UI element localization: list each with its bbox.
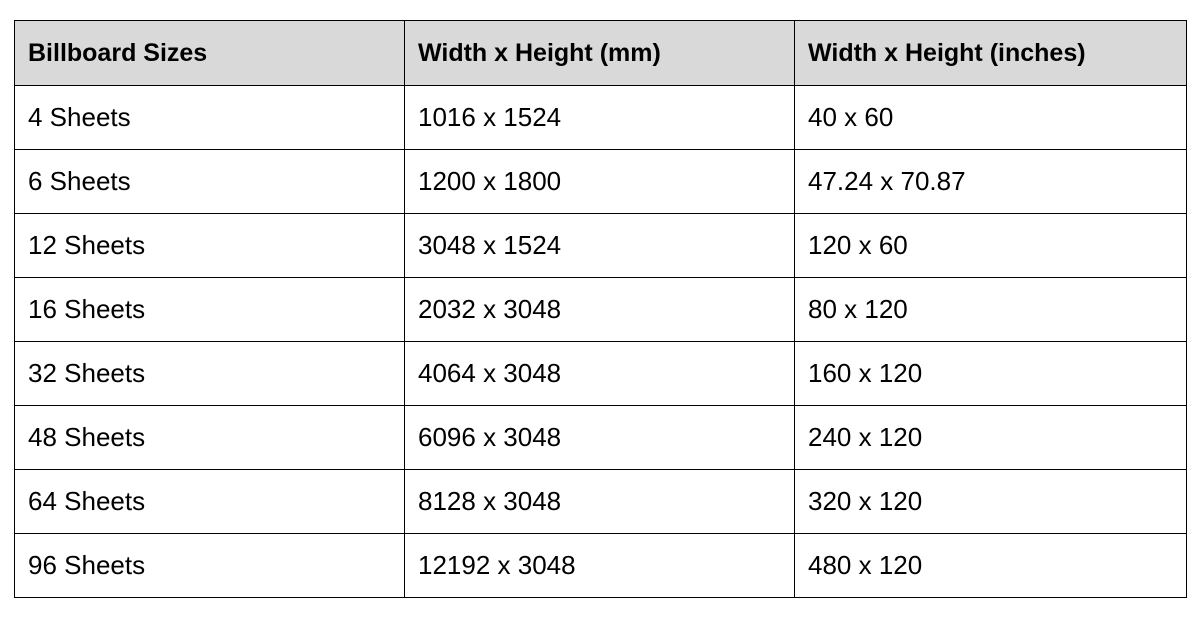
cell-inches: 320 x 120 (794, 469, 1187, 534)
header-billboard-sizes: Billboard Sizes (14, 20, 405, 86)
table-header: Billboard Sizes Width x Height (mm) Widt… (14, 20, 1187, 86)
cell-inches: 480 x 120 (794, 533, 1187, 598)
cell-mm: 8128 x 3048 (404, 469, 795, 534)
cell-mm: 1016 x 1524 (404, 85, 795, 150)
header-row: Billboard Sizes Width x Height (mm) Widt… (14, 20, 1187, 86)
table-row: 48 Sheets 6096 x 3048 240 x 120 (14, 405, 1187, 470)
cell-inches: 80 x 120 (794, 277, 1187, 342)
table-row: 96 Sheets 12192 x 3048 480 x 120 (14, 533, 1187, 598)
table-row: 32 Sheets 4064 x 3048 160 x 120 (14, 341, 1187, 406)
billboard-sizes-table-container: Billboard Sizes Width x Height (mm) Widt… (14, 20, 1187, 598)
table-body: 4 Sheets 1016 x 1524 40 x 60 6 Sheets 12… (14, 85, 1187, 598)
cell-inches: 240 x 120 (794, 405, 1187, 470)
cell-size: 6 Sheets (14, 149, 405, 214)
cell-mm: 1200 x 1800 (404, 149, 795, 214)
cell-mm: 3048 x 1524 (404, 213, 795, 278)
cell-mm: 6096 x 3048 (404, 405, 795, 470)
table-row: 16 Sheets 2032 x 3048 80 x 120 (14, 277, 1187, 342)
cell-inches: 40 x 60 (794, 85, 1187, 150)
billboard-sizes-table: Billboard Sizes Width x Height (mm) Widt… (14, 20, 1187, 598)
cell-inches: 120 x 60 (794, 213, 1187, 278)
cell-mm: 2032 x 3048 (404, 277, 795, 342)
cell-size: 64 Sheets (14, 469, 405, 534)
cell-inches: 47.24 x 70.87 (794, 149, 1187, 214)
cell-size: 12 Sheets (14, 213, 405, 278)
cell-mm: 12192 x 3048 (404, 533, 795, 598)
header-width-height-inches: Width x Height (inches) (794, 20, 1187, 86)
cell-size: 4 Sheets (14, 85, 405, 150)
cell-size: 32 Sheets (14, 341, 405, 406)
cell-size: 16 Sheets (14, 277, 405, 342)
cell-inches: 160 x 120 (794, 341, 1187, 406)
table-row: 6 Sheets 1200 x 1800 47.24 x 70.87 (14, 149, 1187, 214)
cell-mm: 4064 x 3048 (404, 341, 795, 406)
cell-size: 48 Sheets (14, 405, 405, 470)
cell-size: 96 Sheets (14, 533, 405, 598)
header-width-height-mm: Width x Height (mm) (404, 20, 795, 86)
table-row: 4 Sheets 1016 x 1524 40 x 60 (14, 85, 1187, 150)
table-row: 12 Sheets 3048 x 1524 120 x 60 (14, 213, 1187, 278)
table-row: 64 Sheets 8128 x 3048 320 x 120 (14, 469, 1187, 534)
